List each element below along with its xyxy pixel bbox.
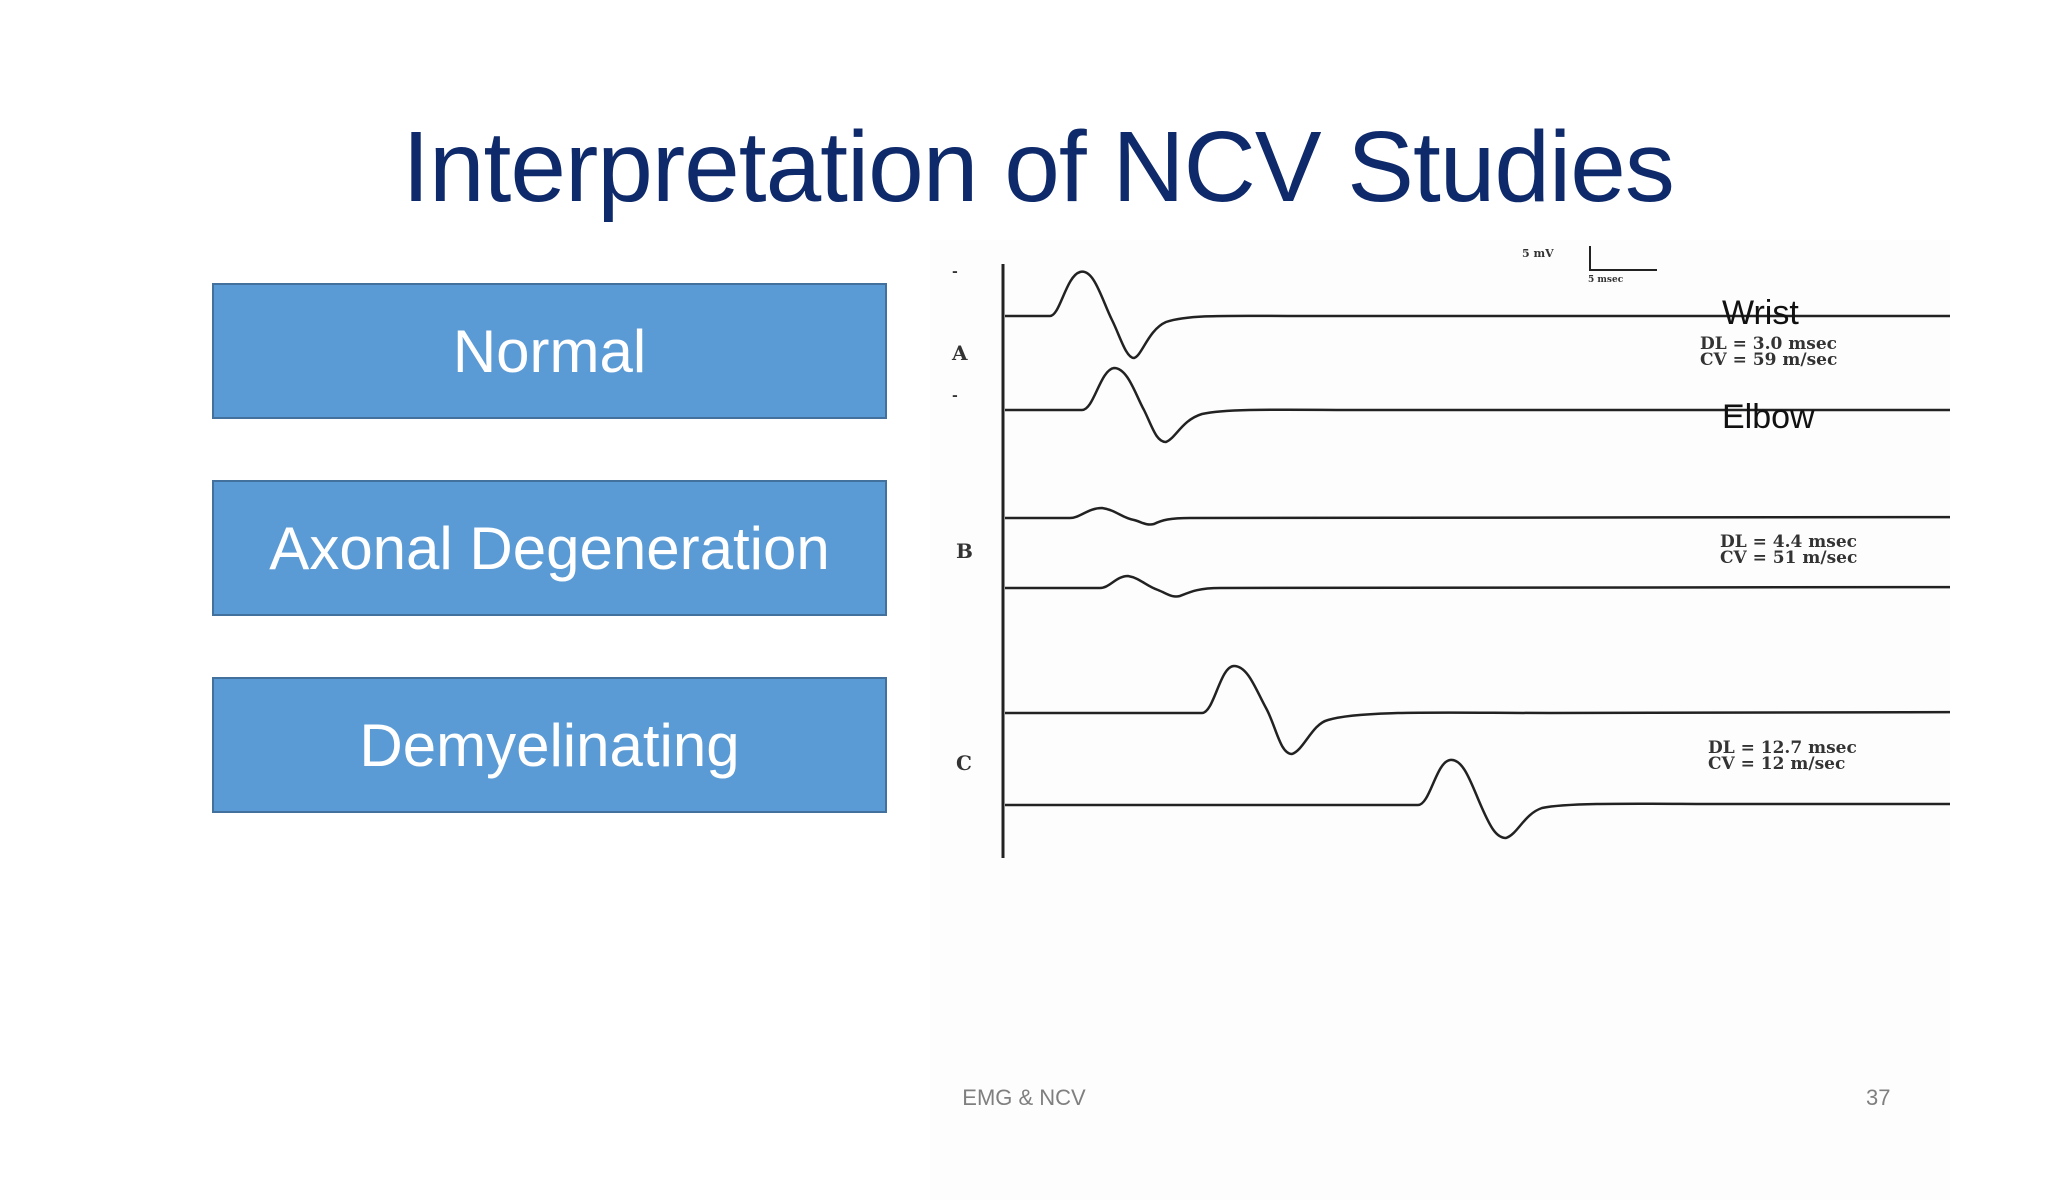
- trace-a-elbow: [1005, 366, 1950, 444]
- waveform-svg: 5 mV 5 msec A - - B C DL = 3.0 msec CV =…: [951, 246, 1950, 858]
- panel-tick-a-top: -: [952, 264, 958, 280]
- box-axonal-degeneration: Axonal Degeneration: [212, 480, 887, 616]
- panel-c-dl: DL = 12.7 msec: [1708, 738, 1857, 758]
- panel-b-dl: DL = 4.4 msec: [1720, 532, 1857, 552]
- trace-b-elbow: [1005, 574, 1950, 598]
- panel-label-c: C: [956, 751, 972, 775]
- trace-b-wrist: [1005, 506, 1950, 526]
- box-normal: Normal: [212, 283, 887, 419]
- page-number: 37: [1866, 1085, 1891, 1110]
- scale-bar: [1589, 246, 1657, 271]
- panel-b-cv: CV = 51 m/sec: [1720, 548, 1857, 568]
- scale-time-label: 5 msec: [1588, 275, 1624, 285]
- panel-label-a: A: [951, 341, 968, 365]
- trace-c-wrist: [1005, 664, 1950, 756]
- site-label-wrist: Wrist: [1722, 294, 1799, 332]
- panel-c-cv: CV = 12 m/sec: [1708, 754, 1845, 774]
- footer-text: EMG & NCV: [962, 1085, 1086, 1110]
- panel-a-cv: CV = 59 m/sec: [1700, 350, 1837, 370]
- trace-a-wrist: [1005, 270, 1950, 360]
- ncv-waveform-figure: 5 mV 5 msec A - - B C DL = 3.0 msec CV =…: [930, 240, 1950, 1200]
- box-normal-label: Normal: [452, 317, 647, 385]
- panel-a-dl: DL = 3.0 msec: [1700, 334, 1837, 354]
- box-demyelinating: Demyelinating: [212, 677, 887, 813]
- panel-label-b: B: [956, 539, 973, 563]
- scale-amplitude-label: 5 mV: [1522, 247, 1554, 260]
- site-label-elbow: Elbow: [1722, 398, 1815, 436]
- box-axonal-degeneration-label: Axonal Degeneration: [269, 514, 830, 582]
- trace-c-elbow: [1005, 758, 1950, 840]
- box-demyelinating-label: Demyelinating: [359, 711, 740, 779]
- panel-tick-a-bottom: -: [952, 388, 958, 404]
- slide-title: Interpretation of NCV Studies: [402, 111, 1675, 223]
